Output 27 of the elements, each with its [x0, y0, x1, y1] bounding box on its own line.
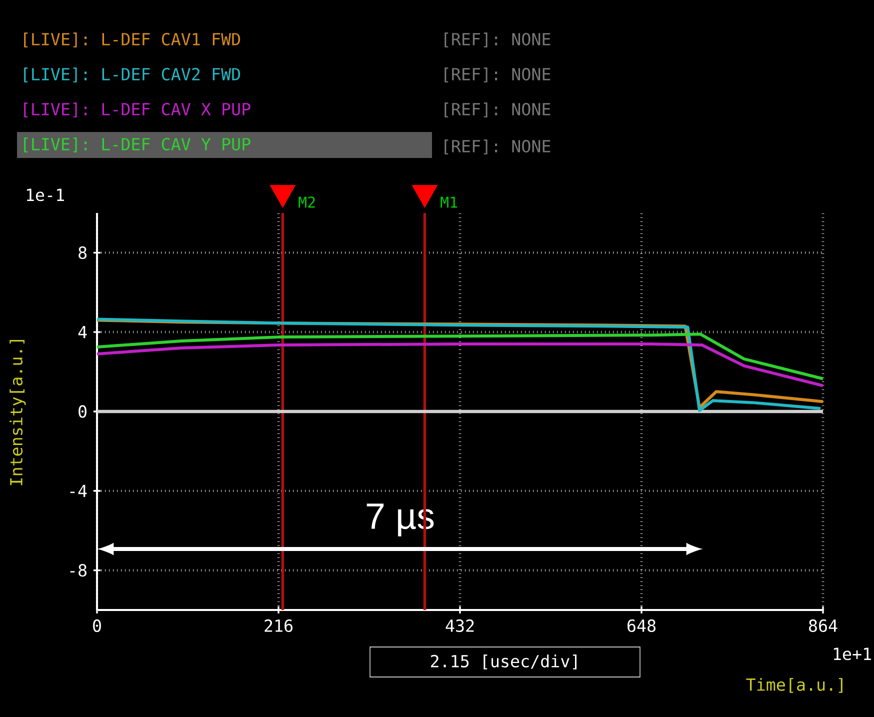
- y-tick-label: -8: [70, 564, 86, 577]
- text: [LIVE]: L-DEF CAV X PUP: [24, 102, 250, 118]
- x-axis-title: Time[a.u.]: [746, 678, 842, 693]
- x-tick-label: 432: [446, 619, 474, 632]
- ref-line-label: M1: [440, 196, 458, 208]
- y-tick-label: 4: [78, 326, 87, 338]
- line-series: [96, 332, 825, 380]
- x-tick-label: 648: [628, 619, 656, 632]
- x-tick-label: 216: [264, 619, 292, 632]
- text: 1e-1: [26, 188, 64, 202]
- text: [REF]: NONE: [444, 102, 550, 118]
- text: [REF]: NONE: [444, 32, 550, 48]
- text: [LIVE]: L-DEF CAV2 FWD: [24, 68, 240, 82]
- text: [REF]: NONE: [444, 68, 550, 82]
- text: [LIVE]: L-DEF CAV Y PUP: [24, 138, 250, 152]
- y-axis-title: Intensity[a.u.]: [10, 340, 26, 486]
- line-series: [96, 342, 825, 388]
- text: [REF]: NONE: [444, 140, 550, 154]
- text: 1e+1: [834, 648, 871, 660]
- ref-line-label: M2: [298, 196, 315, 208]
- y-tick-label: 8: [78, 246, 86, 259]
- text: 2.15 [usec/div]: [430, 654, 576, 670]
- x-tick-label: 0: [93, 619, 101, 632]
- y-tick-label: 0: [78, 405, 86, 418]
- text: [LIVE]: L-DEF CAV1 FWD: [24, 32, 240, 48]
- y-tick-label: -4: [70, 484, 87, 497]
- x-tick-label: 864: [809, 619, 838, 632]
